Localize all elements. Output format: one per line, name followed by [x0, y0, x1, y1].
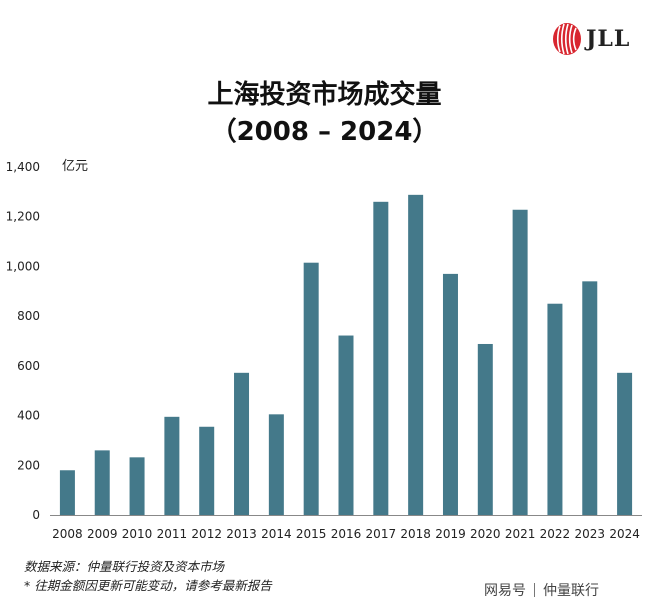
jll-logo-text: JLL: [586, 26, 631, 52]
bar-2016: [338, 335, 354, 515]
x-tick-label: 2019: [435, 527, 466, 541]
bar-2021: [512, 209, 528, 516]
watermark-author: 仲量联行: [543, 583, 599, 599]
jll-logo: JLL: [552, 22, 632, 56]
bar-2010: [129, 457, 145, 515]
x-tick-label: 2013: [226, 527, 257, 541]
x-tick-label: 2014: [261, 527, 292, 541]
x-tick-label: 2023: [574, 527, 605, 541]
bar-2022: [547, 303, 563, 515]
y-tick-label: 0: [32, 508, 40, 522]
x-tick-label: 2024: [609, 527, 640, 541]
bar-2017: [373, 201, 389, 516]
y-tick-label: 800: [17, 309, 40, 323]
y-tick-label: 1,400: [6, 160, 40, 174]
x-tick-label: 2011: [157, 527, 188, 541]
x-tick-label: 2018: [400, 527, 431, 541]
x-tick-label: 2015: [296, 527, 327, 541]
x-tick-label: 2016: [331, 527, 362, 541]
y-tick-label: 600: [17, 359, 40, 373]
x-tick-label: 2022: [540, 527, 571, 541]
bar-2014: [268, 414, 284, 515]
watermark-divider: [534, 583, 535, 597]
bar-chart: 0 200 400 600 800 1,000 1,200 1,400 2008 2009 201…: [6, 159, 642, 541]
bar-2008: [59, 470, 75, 515]
bar-2015: [303, 262, 319, 515]
bar-2024: [617, 372, 633, 515]
y-axis: 0 200 400 600 800 1,000 1,200 1,400: [6, 160, 40, 522]
bar-2011: [164, 416, 180, 515]
jll-logo-mark-icon: [553, 23, 581, 55]
bar-2020: [477, 343, 493, 515]
bar-2019: [442, 273, 458, 515]
bar-2023: [582, 281, 598, 515]
bar-2013: [234, 372, 250, 515]
watermark: 网易号 仲量联行: [484, 580, 599, 600]
x-tick-label: 2017: [366, 527, 397, 541]
x-tick-label: 2009: [87, 527, 118, 541]
chart-title: 上海投资市场成交量: [207, 80, 442, 110]
y-tick-label: 400: [17, 409, 40, 423]
x-tick-label: 2012: [191, 527, 222, 541]
chart-subtitle: （2008 – 2024）: [210, 117, 439, 147]
watermark-platform: 网易号: [484, 583, 526, 599]
bar-2018: [408, 194, 424, 515]
disclaimer-note: * 往期金额因更新可能变动，请参考最新报告: [24, 578, 272, 593]
data-source-note: 数据来源：仲量联行投资及资本市场: [24, 559, 225, 574]
x-axis: 2008 2009 2010 2011 2012 2013 2014 2015 2016 2017…: [50, 515, 642, 541]
bars: [59, 194, 633, 516]
x-tick-label: 2010: [122, 527, 153, 541]
x-tick-label: 2008: [52, 527, 83, 541]
bar-2012: [199, 426, 215, 515]
y-tick-label: 1,000: [6, 259, 40, 273]
y-tick-label: 1,200: [6, 210, 40, 224]
bar-2009: [94, 450, 110, 515]
y-axis-unit-label: 亿元: [62, 159, 88, 174]
x-tick-label: 2021: [505, 527, 536, 541]
y-tick-label: 200: [17, 458, 40, 472]
x-tick-label: 2020: [470, 527, 501, 541]
